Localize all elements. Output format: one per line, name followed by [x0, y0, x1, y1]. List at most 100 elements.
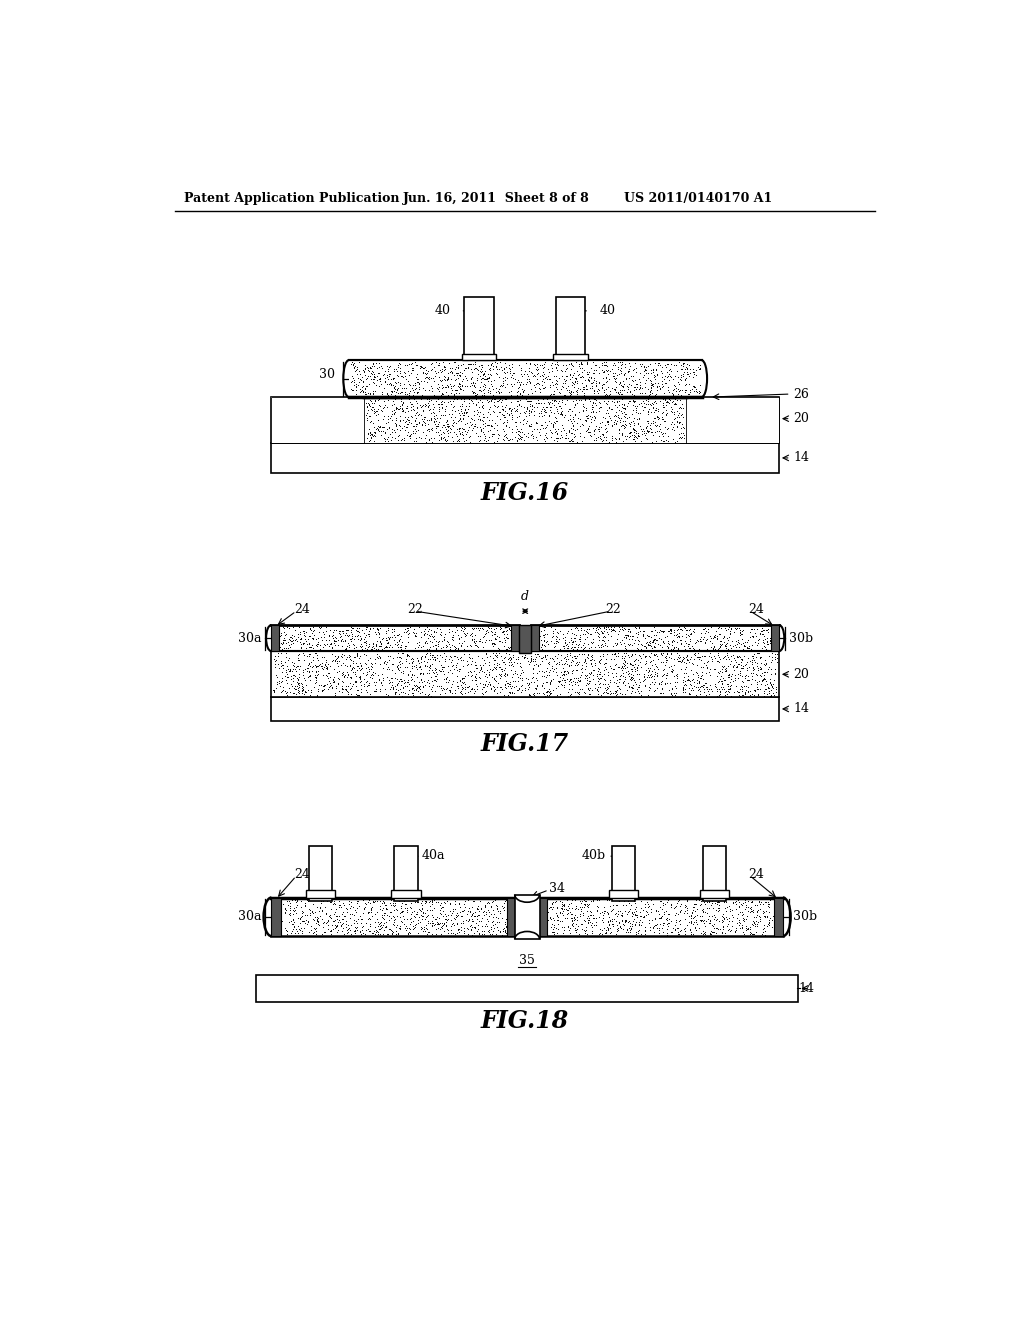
- Point: [742, 681, 759, 702]
- Point: [723, 618, 739, 639]
- Point: [366, 366, 382, 387]
- Point: [462, 902, 478, 923]
- Point: [474, 685, 490, 706]
- Point: [512, 383, 528, 404]
- Point: [604, 428, 621, 449]
- Point: [409, 397, 425, 418]
- Point: [703, 632, 720, 653]
- Point: [431, 359, 447, 380]
- Point: [563, 890, 580, 911]
- Point: [631, 616, 647, 638]
- Point: [313, 892, 330, 913]
- Point: [579, 669, 595, 690]
- Point: [376, 638, 392, 659]
- Point: [499, 367, 515, 388]
- Point: [466, 678, 482, 700]
- Point: [323, 908, 339, 929]
- Point: [705, 890, 721, 911]
- Point: [670, 924, 686, 945]
- Point: [475, 676, 492, 697]
- Point: [712, 634, 728, 655]
- Point: [435, 421, 452, 442]
- Point: [384, 892, 400, 913]
- Point: [420, 368, 436, 389]
- Point: [398, 672, 415, 693]
- Point: [685, 653, 701, 675]
- Point: [398, 616, 415, 638]
- Point: [664, 631, 680, 652]
- Point: [331, 896, 347, 917]
- Point: [505, 656, 521, 677]
- Point: [322, 890, 338, 911]
- Point: [379, 630, 395, 651]
- Point: [427, 411, 443, 432]
- Point: [380, 408, 396, 429]
- Point: [679, 669, 695, 690]
- Point: [330, 634, 346, 655]
- Point: [655, 630, 672, 651]
- Point: [475, 367, 492, 388]
- Point: [288, 678, 304, 700]
- Point: [392, 635, 409, 656]
- Point: [309, 907, 326, 928]
- Point: [677, 659, 693, 680]
- Point: [306, 624, 323, 645]
- Point: [375, 923, 391, 944]
- Point: [497, 388, 513, 409]
- Point: [512, 411, 528, 432]
- Point: [310, 675, 327, 696]
- Point: [712, 623, 728, 644]
- Point: [429, 913, 445, 935]
- Point: [305, 902, 322, 923]
- Point: [713, 671, 729, 692]
- Point: [597, 385, 613, 407]
- Point: [503, 895, 519, 916]
- Point: [454, 616, 470, 638]
- Point: [351, 381, 368, 403]
- Point: [604, 619, 621, 640]
- Point: [502, 916, 518, 937]
- Point: [284, 888, 300, 909]
- Point: [357, 664, 374, 685]
- Point: [702, 643, 719, 664]
- Point: [672, 909, 688, 931]
- Point: [646, 401, 663, 422]
- Point: [429, 676, 445, 697]
- Point: [366, 430, 382, 451]
- Point: [394, 643, 411, 664]
- Point: [654, 921, 671, 942]
- Point: [425, 913, 441, 935]
- Point: [569, 669, 586, 690]
- Point: [299, 904, 315, 925]
- Point: [598, 616, 614, 638]
- Point: [356, 378, 373, 399]
- Point: [483, 414, 500, 436]
- Point: [660, 620, 677, 642]
- Point: [428, 417, 444, 438]
- Point: [432, 619, 449, 640]
- Point: [557, 669, 573, 690]
- Point: [602, 657, 618, 678]
- Point: [441, 681, 458, 702]
- Point: [433, 631, 450, 652]
- Point: [440, 418, 457, 440]
- Point: [710, 651, 726, 672]
- Point: [655, 426, 672, 447]
- Point: [573, 655, 590, 676]
- Point: [314, 630, 331, 651]
- Point: [617, 639, 634, 660]
- Point: [589, 895, 605, 916]
- Point: [597, 673, 613, 694]
- Point: [345, 673, 361, 694]
- Point: [707, 921, 723, 942]
- Point: [465, 381, 481, 403]
- Point: [571, 671, 588, 692]
- Point: [621, 360, 637, 381]
- Point: [742, 898, 759, 919]
- Point: [536, 647, 552, 668]
- Point: [598, 352, 614, 374]
- Point: [655, 620, 672, 642]
- Point: [579, 405, 595, 426]
- Point: [761, 680, 777, 701]
- Point: [396, 362, 413, 383]
